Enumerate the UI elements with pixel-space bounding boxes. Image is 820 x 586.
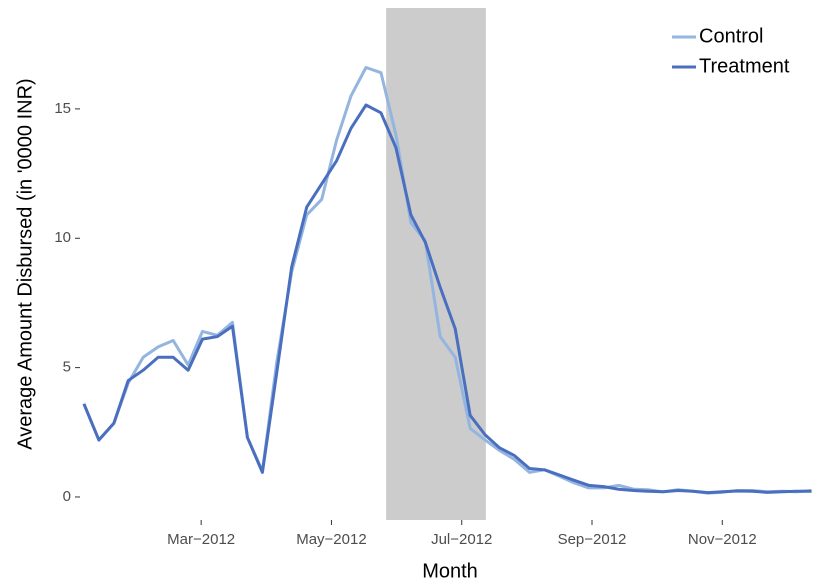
y-tick-label: 15 bbox=[54, 100, 71, 117]
x-tick-label: Nov−2012 bbox=[688, 531, 757, 548]
y-tick-label: 0 bbox=[63, 488, 71, 505]
y-axis-title: Average Amount Disbursed (in '0000 INR) bbox=[14, 78, 36, 449]
x-tick-label: Jul−2012 bbox=[431, 531, 492, 548]
x-tick-label: May−2012 bbox=[296, 531, 366, 548]
legend-label: Control bbox=[699, 25, 763, 47]
x-axis-title: Month bbox=[422, 560, 478, 582]
shaded-region bbox=[386, 8, 486, 520]
x-tick-label: Sep−2012 bbox=[558, 531, 627, 548]
y-tick-label: 5 bbox=[63, 359, 71, 376]
series-line bbox=[82, 103, 812, 495]
x-tick-label: Mar−2012 bbox=[167, 531, 235, 548]
y-tick-label: 10 bbox=[54, 229, 71, 246]
legend-label: Treatment bbox=[699, 55, 790, 77]
